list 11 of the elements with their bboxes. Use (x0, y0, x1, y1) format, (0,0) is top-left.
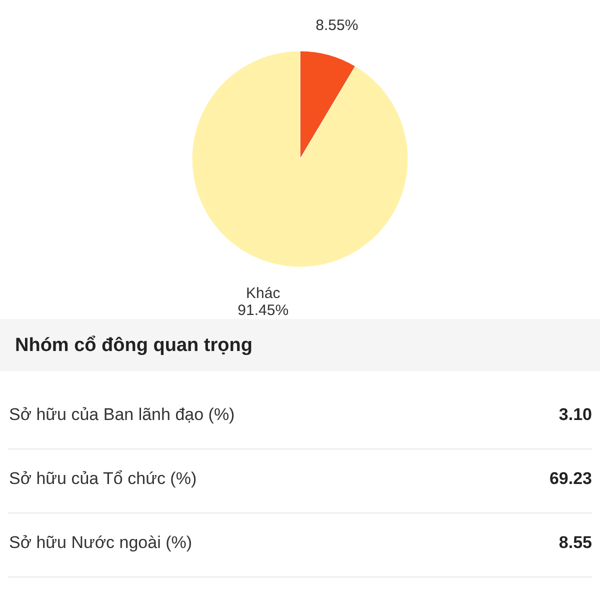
data-label: 8.55% (316, 16, 358, 34)
text: 8.55 (558, 533, 592, 552)
category-label: Sở hữu của Tổ chức (%) (9, 469, 197, 488)
data-label: 91.45% (238, 302, 289, 320)
slice-label: Khác (246, 285, 281, 302)
category-label: Sở hữu Nước ngoài (%) (9, 533, 192, 552)
text: 3.10 (558, 405, 592, 424)
text: 69.23 (549, 469, 592, 488)
text: Nhóm cổ đông quan trọng (15, 335, 252, 356)
category-label: Sở hữu của Ban lãnh đạo (%) (9, 405, 235, 424)
pie-slice (192, 50, 408, 268)
